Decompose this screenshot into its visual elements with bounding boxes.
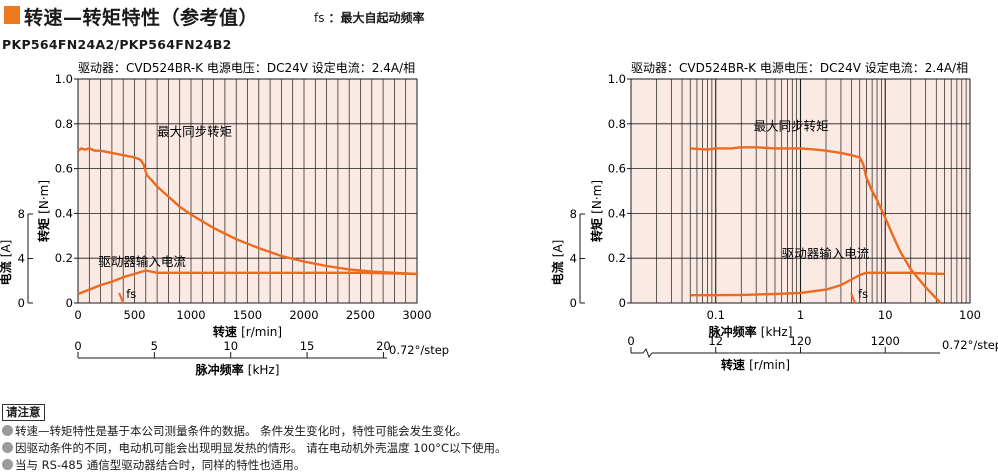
grid-lines — [78, 79, 417, 303]
note-item: 当与 RS-485 通信型驱动器结合时，同样的特性也适用。 — [2, 457, 507, 474]
x-tick-label: 2000 — [289, 308, 318, 322]
torque-curve — [77, 147, 418, 276]
torque-curve-label: 最大同步转矩 — [754, 119, 829, 134]
secondary-tick-label: 10 — [223, 339, 238, 353]
y-tick-label: 0.6 — [608, 162, 626, 176]
note-text: 转速—转矩特性是基于本公司测量条件的数据。 条件发生变化时，特性可能会发生变化。 — [15, 424, 468, 438]
fs-marker — [850, 292, 856, 304]
secondary-tick-label: 15 — [300, 339, 315, 353]
y-axis-label: 转矩 [N·m] — [36, 180, 51, 242]
y-tick-label: 0.8 — [608, 117, 626, 131]
condition-text: 驱动器：CVD524BR-K 电源电压：DC24V 设定电流：2.4A/相 — [78, 60, 415, 75]
fs-label: fs — [858, 287, 868, 301]
step-label: 0.72°/step — [942, 338, 998, 352]
secondary-tick-label: 5 — [151, 339, 158, 353]
model-name: PKP564FN24A2/PKP564FN24B2 — [2, 37, 232, 52]
current-tick-label: 0 — [18, 296, 25, 310]
x-tick-label: 2500 — [346, 308, 375, 322]
note-text: 因驱动条件的不同，电动机可能会出现明显发热的情形。 请在电动机外壳温度 100°… — [15, 441, 507, 455]
secondary-axis-label: 脉冲频率 [kHz] — [195, 362, 280, 377]
bullet-icon — [2, 425, 13, 436]
chart-2: 驱动器：CVD524BR-K 电源电压：DC24V 设定电流：2.4A/相 0 0.… — [550, 60, 998, 372]
x-tick-label: 100 — [959, 308, 981, 322]
y-tick-label: 1.0 — [608, 72, 626, 86]
notes-title: 请注意 — [2, 404, 45, 421]
current-tick-label: 8 — [18, 207, 25, 221]
secondary-axis-label: 转速 [r/min] — [721, 357, 790, 372]
fs-key: fs — [314, 11, 325, 25]
y-tick-label: 0 — [66, 296, 73, 310]
note-item: 转速—转矩特性是基于本公司测量条件的数据。 条件发生变化时，特性可能会发生变化。 — [2, 423, 507, 440]
x-tick-label: 1000 — [176, 308, 205, 322]
secondary-x-axis: 0 12 120 1200 0.72°/step 转速 [r/min] — [627, 334, 998, 372]
x-tick-label: 0.1 — [707, 308, 725, 322]
current-tick-label: 4 — [18, 252, 25, 266]
current-curve-label: 驱动器输入电流 — [782, 246, 870, 261]
bullet-icon — [2, 459, 13, 470]
secondary-tick-label: 0 — [627, 334, 634, 348]
y-tick-label: 0 — [619, 296, 626, 310]
secondary-tick-label: 1200 — [871, 334, 900, 348]
y-tick-label: 0.4 — [608, 206, 626, 220]
x-tick-label: 1500 — [233, 308, 262, 322]
secondary-tick-label: 0 — [74, 339, 81, 353]
x-tick-label: 10 — [878, 308, 893, 322]
grid-lines — [631, 79, 970, 303]
x-tick-label: 0 — [74, 308, 81, 322]
y-axis-label: 转矩 [N·m] — [589, 180, 604, 242]
fs-label: fs — [126, 287, 136, 301]
secondary-tick-label: 20 — [376, 339, 391, 353]
y-tick-label: 1.0 — [55, 72, 73, 86]
y-tick-label: 0.6 — [55, 162, 73, 176]
note-text: 当与 RS-485 通信型驱动器结合时，同样的特性也适用。 — [15, 458, 306, 472]
current-tick-label: 0 — [570, 296, 577, 310]
y-tick-label: 0.2 — [608, 251, 626, 265]
chart-1: 驱动器：CVD524BR-K 电源电压：DC24V 设定电流：2.4A/相 0 0.… — [0, 60, 449, 377]
current-curve — [690, 271, 945, 297]
current-tick-label: 8 — [570, 207, 577, 221]
y-tick-label: 0.8 — [55, 117, 73, 131]
y-tick-label: 0.4 — [55, 206, 73, 220]
condition-text: 驱动器：CVD524BR-K 电源电压：DC24V 设定电流：2.4A/相 — [631, 60, 968, 75]
note-item: 因驱动条件的不同，电动机可能会出现明显发热的情形。 请在电动机外壳温度 100°… — [2, 440, 507, 457]
torque-curve-label: 最大同步转矩 — [157, 124, 232, 139]
current-curve — [77, 269, 418, 296]
current-tick-label: 4 — [570, 252, 577, 266]
notes-section: 请注意 转速—转矩特性是基于本公司测量条件的数据。 条件发生变化时，特性可能会发… — [2, 404, 507, 474]
y-tick-label: 0.2 — [55, 251, 73, 265]
current-axis-label: 电流 [A] — [0, 240, 13, 286]
axis-break-icon — [642, 347, 653, 359]
fs-marker — [118, 292, 125, 304]
x-tick-label: 3000 — [402, 308, 431, 322]
current-curve-label: 驱动器输入电流 — [98, 254, 186, 269]
x-tick-label: 500 — [124, 308, 146, 322]
bullet-icon — [2, 442, 13, 453]
fs-description: ：最大自起动频率 — [328, 11, 425, 25]
step-label: 0.72°/step — [389, 343, 449, 357]
fs-legend: fs ：最大自起动频率 — [314, 9, 425, 26]
page-title: 转速—转矩特性（参考值） — [24, 7, 259, 29]
title-marker — [4, 6, 20, 24]
x-axis-label: 脉冲频率 [kHz] — [708, 324, 793, 339]
secondary-x-axis: 0 5 10 15 200.72°/step 脉冲频率 [kHz] — [74, 339, 449, 377]
x-tick-label: 1 — [797, 308, 804, 322]
x-axis-label: 转速 [r/min] — [213, 324, 282, 339]
secondary-tick-label: 120 — [790, 334, 812, 348]
charts-canvas: 驱动器：CVD524BR-K 电源电压：DC24V 设定电流：2.4A/相 0 0.… — [0, 60, 998, 377]
current-axis-label: 电流 [A] — [550, 240, 565, 286]
secondary-tick-label: 12 — [708, 334, 723, 348]
torque-curve — [690, 146, 942, 304]
